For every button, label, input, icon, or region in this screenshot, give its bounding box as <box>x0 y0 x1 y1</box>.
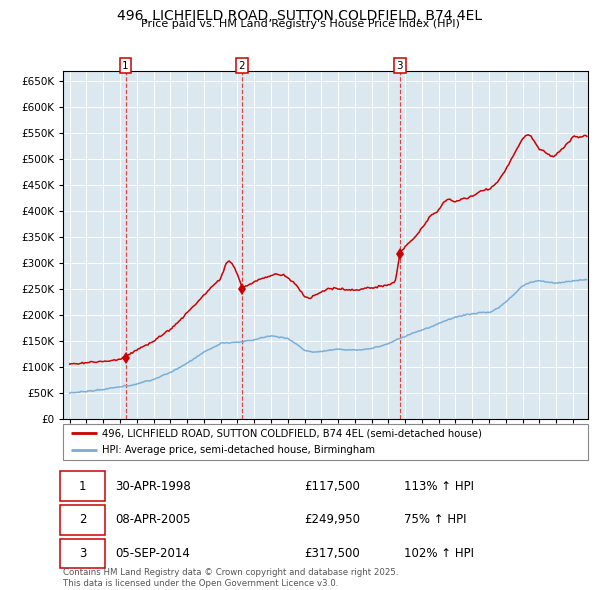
FancyBboxPatch shape <box>61 471 105 501</box>
Text: £249,950: £249,950 <box>305 513 361 526</box>
Text: 113% ↑ HPI: 113% ↑ HPI <box>404 480 474 493</box>
Text: 2: 2 <box>79 513 86 526</box>
Text: HPI: Average price, semi-detached house, Birmingham: HPI: Average price, semi-detached house,… <box>103 445 376 455</box>
Text: 496, LICHFIELD ROAD, SUTTON COLDFIELD, B74 4EL (semi-detached house): 496, LICHFIELD ROAD, SUTTON COLDFIELD, B… <box>103 428 482 438</box>
Text: 1: 1 <box>122 61 129 71</box>
Text: 05-SEP-2014: 05-SEP-2014 <box>115 547 190 560</box>
Text: £117,500: £117,500 <box>305 480 361 493</box>
Text: 3: 3 <box>79 547 86 560</box>
Text: 1: 1 <box>79 480 86 493</box>
Text: 3: 3 <box>397 61 403 71</box>
Text: £317,500: £317,500 <box>305 547 360 560</box>
Text: 102% ↑ HPI: 102% ↑ HPI <box>404 547 474 560</box>
Text: 30-APR-1998: 30-APR-1998 <box>115 480 191 493</box>
FancyBboxPatch shape <box>61 505 105 535</box>
Text: Price paid vs. HM Land Registry's House Price Index (HPI): Price paid vs. HM Land Registry's House … <box>140 19 460 30</box>
FancyBboxPatch shape <box>61 539 105 568</box>
Text: 75% ↑ HPI: 75% ↑ HPI <box>404 513 467 526</box>
Text: 08-APR-2005: 08-APR-2005 <box>115 513 191 526</box>
Text: 2: 2 <box>239 61 245 71</box>
Text: 496, LICHFIELD ROAD, SUTTON COLDFIELD, B74 4EL: 496, LICHFIELD ROAD, SUTTON COLDFIELD, B… <box>118 9 482 23</box>
Text: Contains HM Land Registry data © Crown copyright and database right 2025.
This d: Contains HM Land Registry data © Crown c… <box>63 568 398 588</box>
